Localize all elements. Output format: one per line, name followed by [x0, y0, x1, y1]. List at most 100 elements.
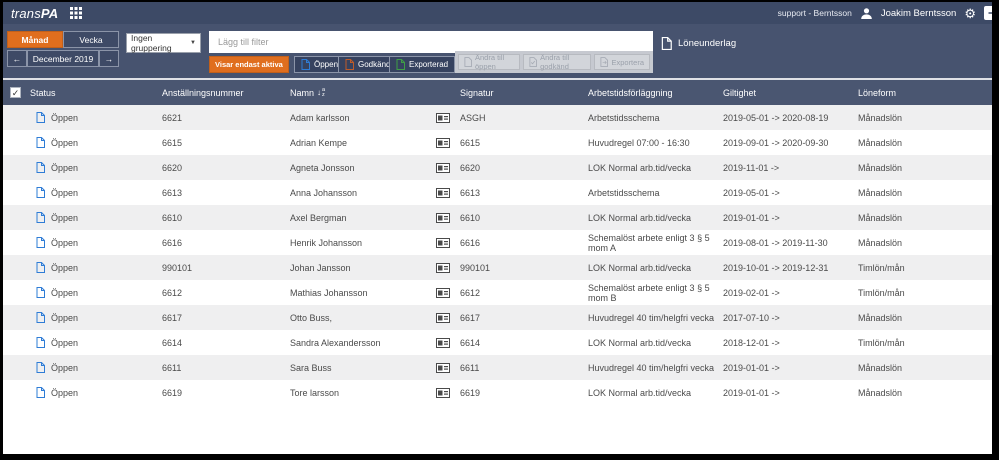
- status-label: Öppen: [51, 162, 79, 173]
- row-status-cell: Öppen: [30, 137, 162, 148]
- id-card-icon[interactable]: [436, 337, 460, 348]
- employee-name-cell: Adam karlsson: [290, 112, 350, 123]
- row-status-cell: Öppen: [30, 362, 162, 373]
- change-to-approved-label: Ändra till godkänd: [540, 53, 570, 71]
- pay-type-cell: Månadslön: [858, 312, 903, 323]
- signature-cell: 6612: [460, 287, 481, 298]
- open-document-icon: [301, 59, 310, 70]
- work-schedule-cell: LOK Normal arb.tid/vecka: [588, 262, 692, 273]
- employment-number-cell: 990101: [162, 262, 193, 273]
- employee-name-cell: Otto Buss,: [290, 312, 333, 323]
- table-row[interactable]: Öppen 6619 Tore larsson 6619 LOK Normal …: [3, 380, 992, 405]
- app-grid-menu-icon[interactable]: [70, 7, 83, 19]
- id-card-icon[interactable]: [436, 212, 460, 223]
- column-name[interactable]: Namn ↓ a z: [290, 88, 436, 98]
- id-card-icon[interactable]: [436, 237, 460, 248]
- open-document-icon: [36, 162, 45, 173]
- id-card-icon[interactable]: [436, 362, 460, 373]
- open-document-icon: [36, 362, 45, 373]
- filter-exported-button[interactable]: Exporterad: [389, 56, 456, 73]
- payroll-basis-label: Löneunderlag: [678, 38, 737, 49]
- change-to-open-label: Ändra till öppen: [475, 53, 505, 71]
- id-card-icon[interactable]: [436, 137, 460, 148]
- work-schedule-cell: Huvudregel 40 tim/helgfri vecka: [588, 312, 715, 323]
- column-employment-number[interactable]: Anställningsnummer: [162, 87, 244, 98]
- column-work-schedule[interactable]: Arbetstidsförläggning: [588, 87, 673, 98]
- table-row[interactable]: Öppen 6616 Henrik Johansson 6616 Schemal…: [3, 230, 992, 255]
- employment-number-cell: 6614: [162, 337, 183, 348]
- employee-name-cell: Anna Johansson: [290, 187, 358, 198]
- payroll-basis-button[interactable]: Löneunderlag: [661, 37, 736, 50]
- row-status-cell: Öppen: [30, 237, 162, 248]
- column-validity[interactable]: Giltighet: [723, 87, 757, 98]
- work-schedule-cell: Huvudregel 07:00 - 16:30: [588, 137, 690, 148]
- open-document-icon: [36, 337, 45, 348]
- row-status-cell: Öppen: [30, 337, 162, 348]
- work-schedule-cell: LOK Normal arb.tid/vecka: [588, 212, 692, 223]
- table-row[interactable]: Öppen 6614 Sandra Alexandersson 6614 LOK…: [3, 330, 992, 355]
- user-name-label[interactable]: Joakim Berntsson: [880, 7, 957, 19]
- table-row[interactable]: Öppen 990101 Johan Jansson 990101 LOK No…: [3, 255, 992, 280]
- employee-name-cell: Agneta Jonsson: [290, 162, 355, 173]
- user-avatar-icon: [860, 7, 873, 20]
- select-all-checkbox[interactable]: ✓: [10, 87, 21, 98]
- row-status-cell: Öppen: [30, 262, 162, 273]
- table-row[interactable]: Öppen 6620 Agneta Jonsson 6620 LOK Norma…: [3, 155, 992, 180]
- open-document-icon: [36, 187, 45, 198]
- settings-gear-icon[interactable]: ⚙: [964, 5, 976, 21]
- validity-cell: 2019-01-01 ->: [723, 362, 780, 373]
- exported-document-icon: [396, 59, 405, 70]
- table-row[interactable]: Öppen 6617 Otto Buss, 6617 Huvudregel 40…: [3, 305, 992, 330]
- topbar: transPA support - Berntsson Joakim Bernt…: [3, 2, 992, 24]
- work-schedule-cell: LOK Normal arb.tid/vecka: [588, 387, 692, 398]
- bulk-actions-strip: Ändra till öppen Ändra till godkänd Expo…: [455, 51, 653, 73]
- signature-cell: 6620: [460, 162, 481, 173]
- grouping-select[interactable]: Ingen gruppering ▼: [126, 33, 201, 53]
- status-label: Öppen: [51, 112, 79, 123]
- id-card-icon[interactable]: [436, 262, 460, 273]
- filter-open-button[interactable]: Öppen: [294, 56, 346, 73]
- id-card-icon[interactable]: [436, 112, 460, 123]
- column-status[interactable]: Status: [30, 87, 56, 98]
- id-card-icon[interactable]: [436, 387, 460, 398]
- table-row[interactable]: Öppen 6612 Mathias Johansson 6612 Schema…: [3, 280, 992, 305]
- open-document-icon: [36, 212, 45, 223]
- status-label: Öppen: [51, 387, 79, 398]
- id-card-icon[interactable]: [436, 312, 460, 323]
- table-row[interactable]: Öppen 6615 Adrian Kempe 6615 Huvudregel …: [3, 130, 992, 155]
- view-week-button[interactable]: Vecka: [63, 31, 119, 48]
- pay-type-cell: Månadslön: [858, 187, 903, 198]
- pay-type-cell: Timlön/mån: [858, 337, 905, 348]
- id-card-icon[interactable]: [436, 287, 460, 298]
- filter-input[interactable]: [209, 31, 653, 53]
- table-row[interactable]: Öppen 6621 Adam karlsson ASGH Arbetstids…: [3, 105, 992, 130]
- validity-cell: 2019-10-01 -> 2019-12-31: [723, 262, 829, 273]
- logout-icon[interactable]: [984, 6, 992, 20]
- document-check-icon: [529, 57, 538, 67]
- pay-type-cell: Timlön/mån: [858, 262, 905, 273]
- filter-exported-label: Exporterad: [409, 60, 449, 69]
- open-document-icon: [36, 237, 45, 248]
- row-status-cell: Öppen: [30, 312, 162, 323]
- work-schedule-cell: Arbetstidsschema: [588, 112, 660, 123]
- view-month-button[interactable]: Månad: [7, 31, 63, 48]
- next-period-button[interactable]: →: [99, 50, 119, 67]
- work-schedule-cell: Arbetstidsschema: [588, 187, 660, 198]
- id-card-icon[interactable]: [436, 162, 460, 173]
- show-active-only-button[interactable]: Visar endast aktiva: [209, 56, 289, 73]
- pay-type-cell: Timlön/mån: [858, 287, 905, 298]
- table-row[interactable]: Öppen 6613 Anna Johansson 6613 Arbetstid…: [3, 180, 992, 205]
- validity-cell: 2019-08-01 -> 2019-11-30: [723, 237, 828, 248]
- id-card-icon[interactable]: [436, 187, 460, 198]
- table-row[interactable]: Öppen 6610 Axel Bergman 6610 LOK Normal …: [3, 205, 992, 230]
- document-icon: [464, 57, 472, 67]
- signature-cell: 6616: [460, 237, 481, 248]
- column-pay-type[interactable]: Löneform: [858, 87, 897, 98]
- table-row[interactable]: Öppen 6611 Sara Buss 6611 Huvudregel 40 …: [3, 355, 992, 380]
- employee-name-cell: Axel Bergman: [290, 212, 347, 223]
- previous-period-button[interactable]: ←: [7, 50, 27, 67]
- employee-name-cell: Henrik Johansson: [290, 237, 363, 248]
- column-signature[interactable]: Signatur: [460, 87, 494, 98]
- validity-cell: 2019-09-01 -> 2020-09-30: [723, 137, 829, 148]
- period-label[interactable]: December 2019: [27, 50, 99, 67]
